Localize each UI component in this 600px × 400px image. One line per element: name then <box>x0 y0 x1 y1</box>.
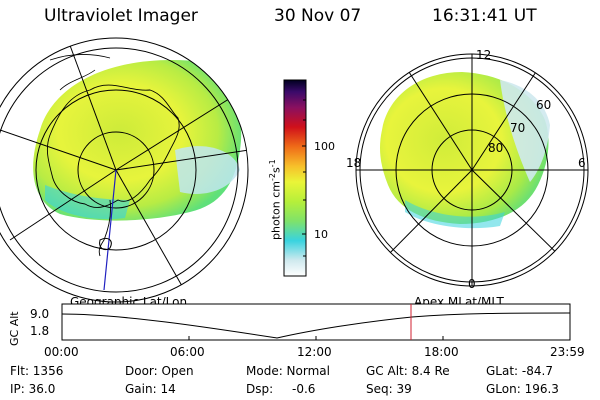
timeline-xtick-3: 18:00 <box>424 345 459 359</box>
info-door: Door: Open <box>125 364 194 378</box>
timeline-xtick-0: 00:00 <box>44 345 79 359</box>
mlt-label-6: 6 <box>578 156 586 170</box>
mlt-label-12: 12 <box>476 48 492 62</box>
imager-title: Ultraviolet Imager <box>44 6 198 26</box>
mlat-label-70: 70 <box>510 121 526 135</box>
info-dsp: Dsp: <box>246 382 274 396</box>
unit-mid: s <box>269 167 283 174</box>
timeline-xtick-2: 12:00 <box>297 345 332 359</box>
info-mode: Mode: Normal <box>246 364 330 378</box>
unit-prefix: photon cm <box>269 181 283 240</box>
info-gain: Gain: 14 <box>125 382 176 396</box>
timeline-xtick-4: 23:59 <box>550 345 585 359</box>
colorbar-tick-100: 100 <box>314 140 335 153</box>
timeline-ylabel: GC Alt <box>8 311 21 346</box>
info-flight: Flt: 1356 <box>10 364 64 378</box>
mlt-label-18: 18 <box>346 156 362 170</box>
timeline-xtick-1: 06:00 <box>170 345 205 359</box>
timeline-plot <box>61 303 571 341</box>
mlat-label-60: 60 <box>536 98 552 112</box>
altitude-curve <box>61 312 571 339</box>
info-seq: Seq: 39 <box>366 382 412 396</box>
mlt-label-0: 0 <box>468 277 476 291</box>
meridian-blue <box>103 169 117 291</box>
colorbar <box>283 79 307 277</box>
timeline-y-bottom: 1.8 <box>30 324 50 338</box>
colorbar-tick-10: 10 <box>314 228 328 241</box>
observation-date: 30 Nov 07 <box>274 6 362 26</box>
info-dsp-value: -0.6 <box>292 382 316 396</box>
mlat-label-80: 80 <box>488 141 504 155</box>
continent-outline <box>46 84 180 208</box>
info-ip: IP: 36.0 <box>10 382 56 396</box>
info-glon: GLon: 196.3 <box>486 382 559 396</box>
geographic-polar-map <box>0 37 249 303</box>
timeline-y-top: 9.0 <box>30 307 50 321</box>
magnetic-polar-map <box>355 53 589 287</box>
colorbar-unit-label: photon cm-2s-1 <box>268 159 283 240</box>
info-gc-alt: GC Alt: 8.4 Re <box>366 364 450 378</box>
unit-sup1: -2 <box>268 173 277 182</box>
observation-time: 16:31:41 UT <box>432 6 537 26</box>
info-glat: GLat: -84.7 <box>486 364 553 378</box>
unit-sup2: -1 <box>268 159 277 168</box>
